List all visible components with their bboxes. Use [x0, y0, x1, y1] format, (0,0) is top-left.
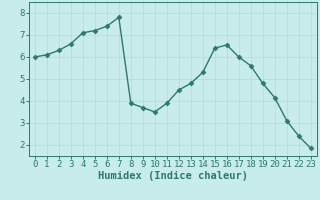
X-axis label: Humidex (Indice chaleur): Humidex (Indice chaleur)	[98, 171, 248, 181]
